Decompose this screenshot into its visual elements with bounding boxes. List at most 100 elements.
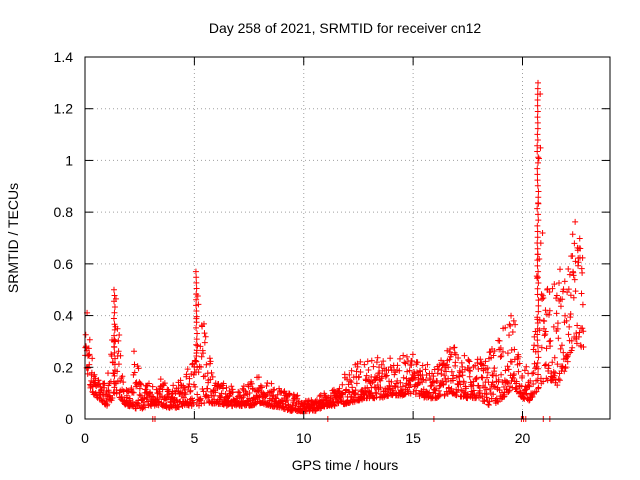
data-point [568, 347, 575, 354]
data-point [542, 307, 549, 314]
data-point [497, 345, 504, 352]
data-point [89, 383, 96, 390]
data-point [370, 363, 377, 370]
data-point [86, 361, 93, 368]
data-point [195, 369, 202, 376]
data-point [534, 337, 541, 344]
data-point [486, 398, 493, 405]
data-point [452, 359, 459, 366]
data-point [495, 376, 502, 383]
data-point [420, 376, 427, 383]
data-point [546, 307, 553, 314]
data-point [422, 377, 429, 384]
data-point [380, 358, 387, 365]
data-point [85, 345, 92, 352]
data-point [537, 144, 544, 151]
data-point [198, 353, 205, 360]
data-point [534, 177, 541, 184]
data-point [111, 303, 118, 310]
data-point [551, 372, 558, 379]
data-point [555, 335, 562, 342]
data-point [414, 359, 421, 366]
data-point [579, 254, 586, 261]
data-point [382, 388, 389, 395]
data-point [542, 328, 549, 335]
data-point [348, 367, 355, 374]
data-point [131, 348, 138, 355]
data-point [423, 371, 430, 378]
data-point [187, 387, 194, 394]
data-point [523, 363, 530, 370]
y-axis-label: SRMTID / TECUs [5, 183, 21, 293]
data-point [282, 398, 289, 405]
data-point [354, 363, 361, 370]
data-point [436, 361, 443, 368]
data-point [202, 373, 209, 380]
data-point [111, 367, 118, 374]
data-point [386, 386, 393, 393]
data-point [188, 371, 195, 378]
data-point [579, 301, 586, 308]
data-point [346, 371, 353, 378]
data-point [499, 348, 506, 355]
data-point [568, 337, 575, 344]
data-point [115, 348, 122, 355]
data-point [534, 102, 541, 109]
data-point [264, 380, 271, 387]
x-tick-label: 0 [81, 430, 89, 446]
data-point [137, 392, 144, 399]
data-point [110, 315, 117, 322]
data-point [117, 377, 124, 384]
data-point [462, 385, 469, 392]
data-point [450, 372, 457, 379]
data-point [452, 351, 459, 358]
data-point [519, 373, 526, 380]
data-point [336, 385, 343, 392]
data-point [115, 337, 122, 344]
data-point [403, 353, 410, 360]
data-point [387, 355, 394, 362]
data-point [489, 371, 496, 378]
data-point [579, 269, 586, 276]
data-point [451, 344, 458, 351]
data-point [553, 295, 560, 302]
data-point [555, 376, 562, 383]
data-point [170, 382, 177, 389]
data-point [353, 368, 360, 375]
data-point [506, 332, 513, 339]
data-point [561, 368, 568, 375]
data-point [371, 384, 378, 391]
data-point [535, 354, 542, 361]
data-point [534, 228, 541, 235]
data-point [217, 393, 224, 400]
data-point [488, 395, 495, 402]
data-point [424, 361, 431, 368]
data-point [532, 365, 539, 372]
data-point [120, 379, 127, 386]
data-point [135, 365, 142, 372]
data-point [461, 389, 468, 396]
data-point [137, 380, 144, 387]
data-point [193, 358, 200, 365]
data-point [344, 376, 351, 383]
data-point [464, 395, 471, 402]
data-point [373, 374, 380, 381]
data-point [485, 401, 492, 408]
data-point [542, 361, 549, 368]
data-point [388, 378, 395, 385]
data-point [535, 302, 542, 309]
data-point [562, 312, 569, 319]
data-point [197, 343, 204, 350]
data-point [109, 395, 116, 402]
data-point [493, 372, 500, 379]
data-point [387, 364, 394, 371]
data-point [126, 395, 133, 402]
data-point [111, 309, 118, 316]
data-point [413, 387, 420, 394]
data-point [123, 392, 130, 399]
data-point [84, 370, 91, 377]
data-point [357, 358, 364, 365]
data-point [534, 360, 541, 367]
data-point [511, 346, 518, 353]
data-point [534, 239, 541, 246]
